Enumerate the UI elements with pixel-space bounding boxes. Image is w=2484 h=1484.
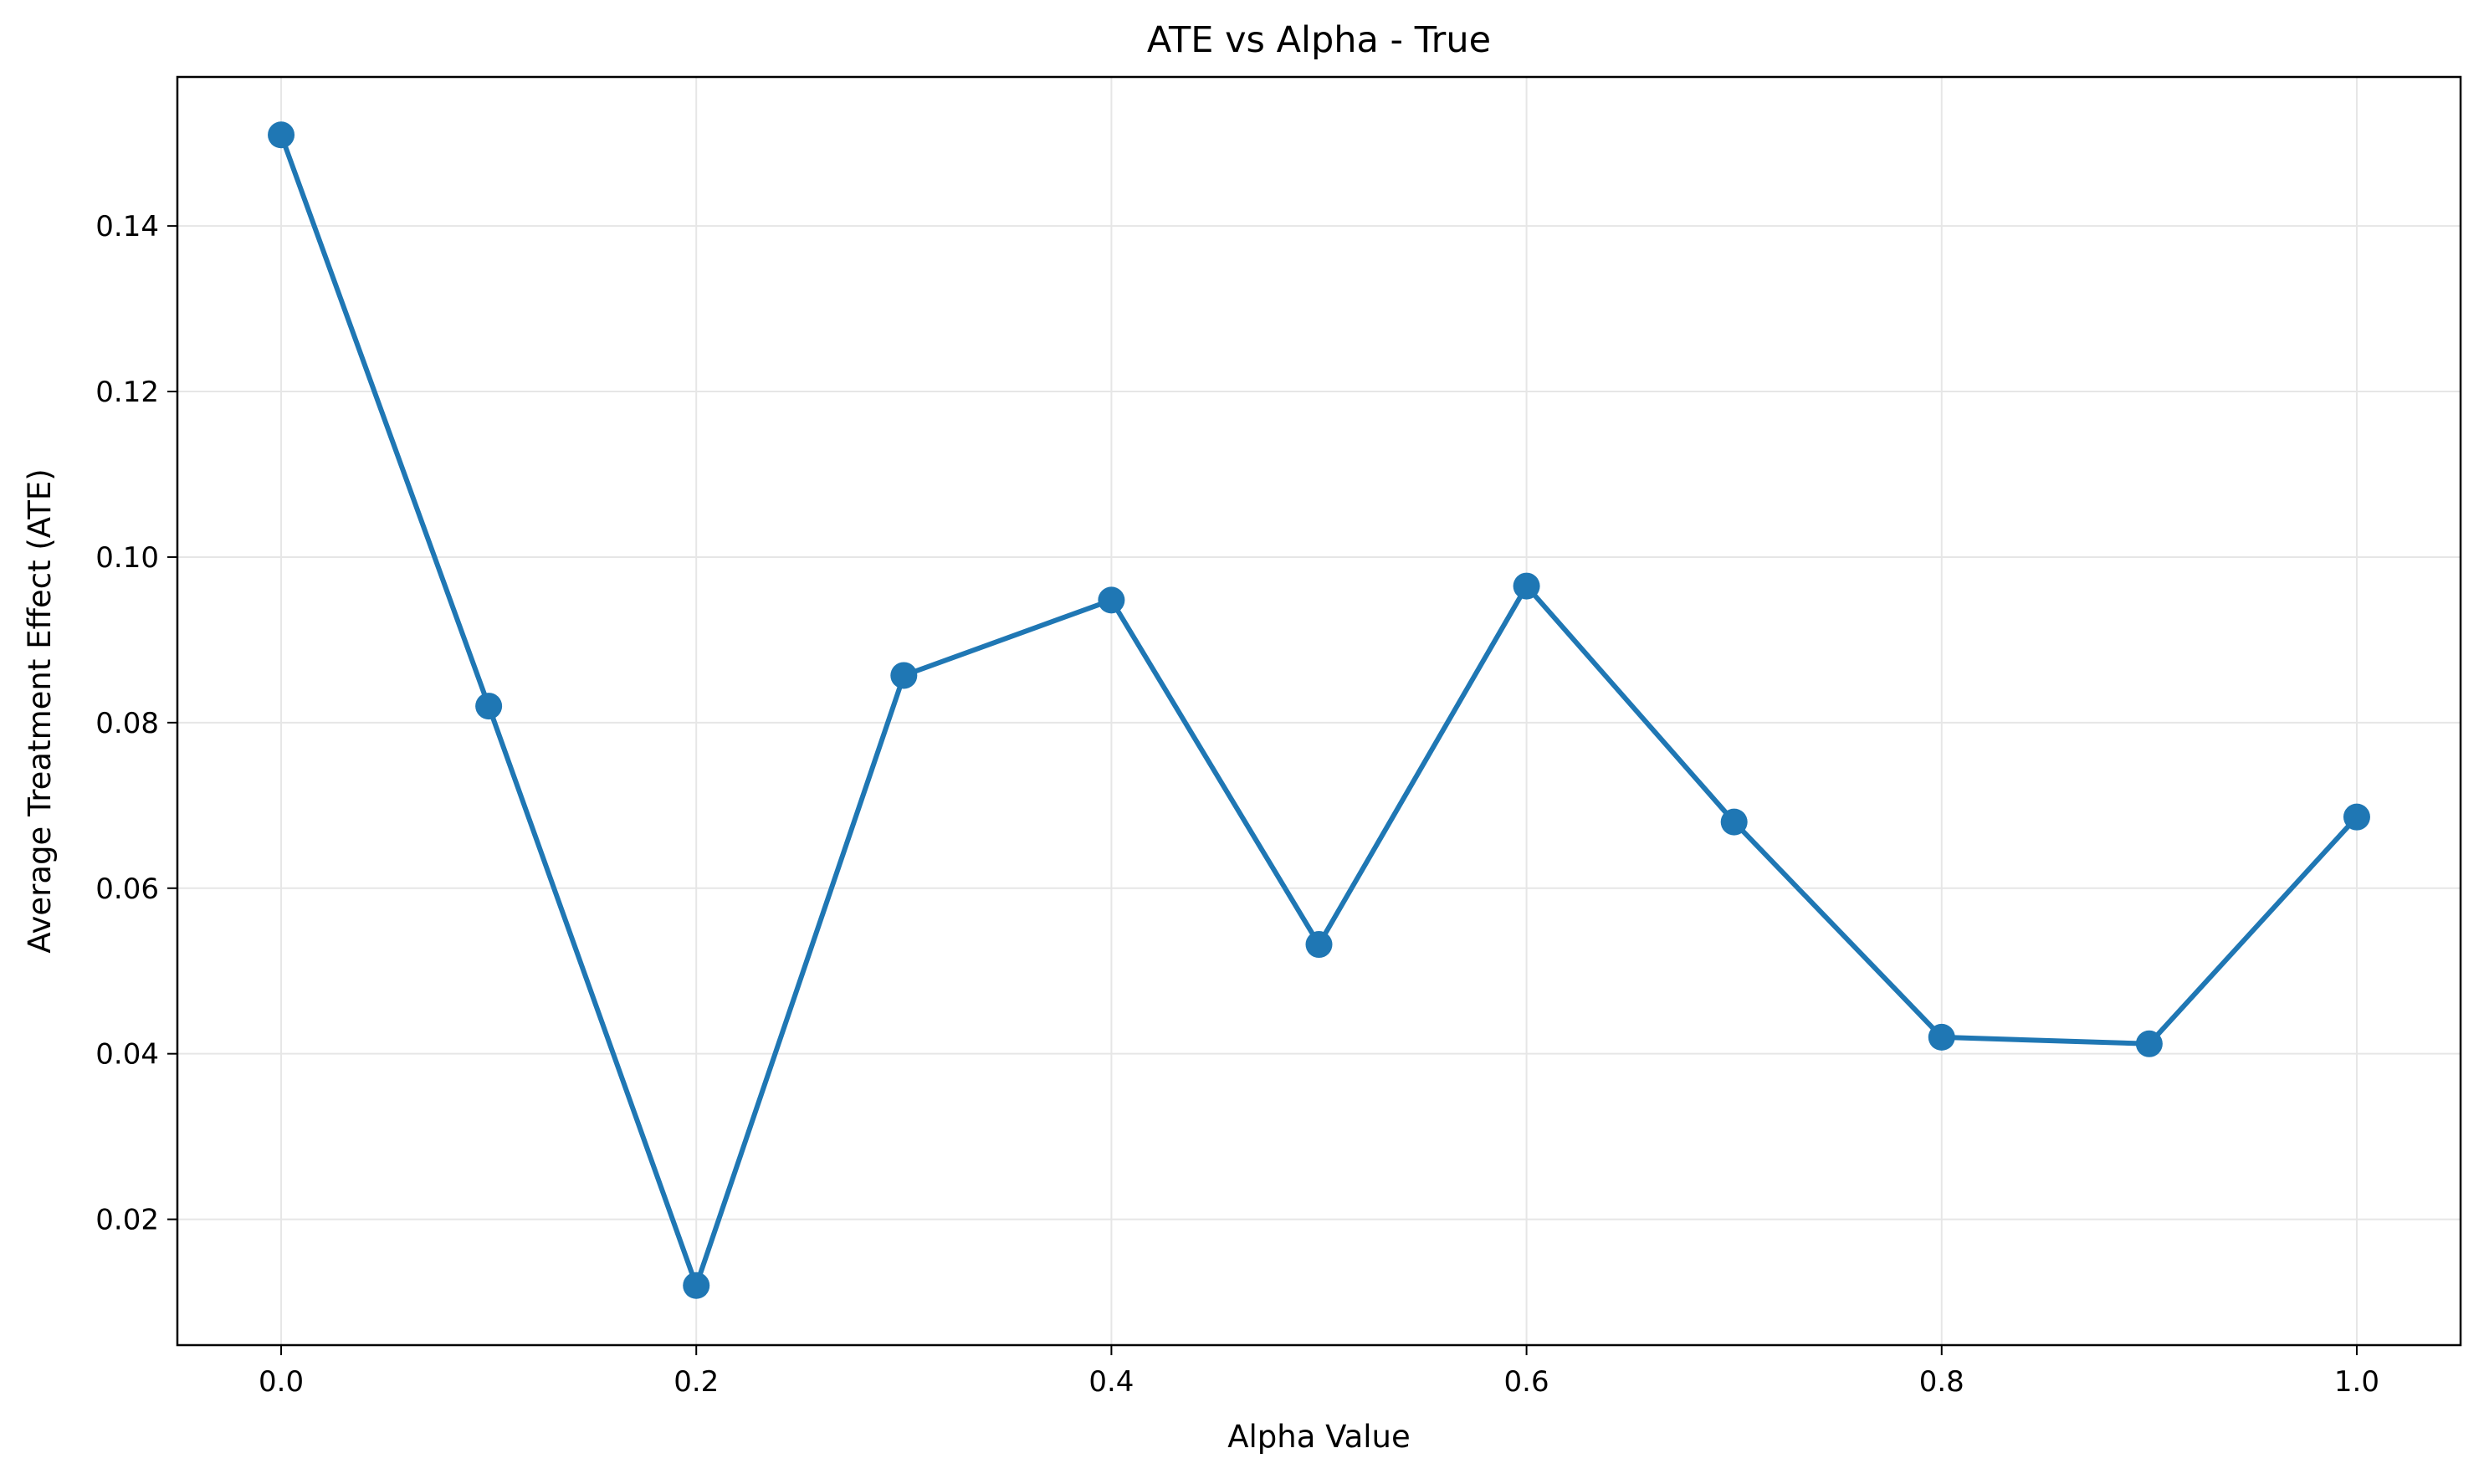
data-point	[1305, 931, 1333, 959]
y-axis-label: Average Treatment Effect (ATE)	[22, 468, 58, 953]
data-point	[890, 662, 918, 689]
series-layer	[268, 121, 2370, 1299]
x-tick-label: 0.6	[1504, 1365, 1549, 1399]
x-tick-label: 0.8	[1919, 1365, 1964, 1399]
y-tick-label: 0.14	[95, 210, 159, 243]
chart-title: ATE vs Alpha - True	[1147, 19, 1491, 61]
data-point	[475, 693, 503, 720]
data-point	[1928, 1023, 1955, 1051]
plot-frame	[176, 75, 2462, 1347]
x-axis-label: Alpha Value	[1227, 1419, 1411, 1455]
x-tick-label: 0.4	[1088, 1365, 1134, 1399]
x-tick-label: 0.0	[259, 1365, 304, 1399]
data-point	[1098, 586, 1125, 614]
ticks: 0.0 0.2 0.4 0.6 0.8 1.0 0.02 0.04 0.06 0.08 0.10 0.…	[95, 210, 2379, 1399]
data-point	[2135, 1030, 2163, 1057]
y-tick-label: 0.06	[95, 872, 159, 906]
x-tick-label: 0.2	[673, 1365, 719, 1399]
data-point	[683, 1272, 710, 1299]
grid	[177, 77, 2461, 1345]
y-tick-label: 0.04	[95, 1038, 159, 1072]
y-tick-label: 0.12	[95, 376, 159, 409]
data-point	[2343, 803, 2370, 831]
data-point	[1513, 572, 1540, 600]
y-tick-label: 0.10	[95, 541, 159, 575]
data-point	[1720, 808, 1748, 836]
y-tick-label: 0.08	[95, 707, 159, 740]
y-tick-label: 0.02	[95, 1204, 159, 1237]
data-point	[268, 121, 295, 149]
x-tick-label: 1.0	[2334, 1365, 2379, 1399]
